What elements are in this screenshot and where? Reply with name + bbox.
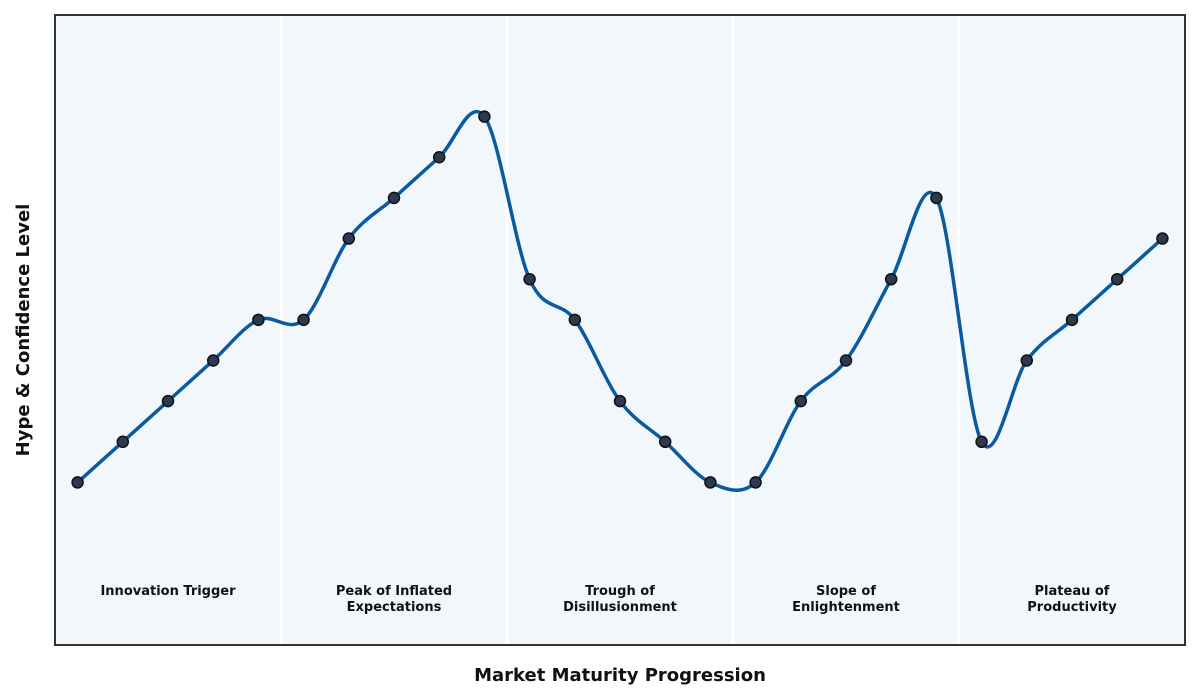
data-point xyxy=(161,394,175,408)
plot-background xyxy=(55,15,1185,645)
data-point xyxy=(1065,313,1079,327)
data-point xyxy=(1110,272,1124,286)
phase-label: Slope of Enlightenment xyxy=(792,584,900,615)
data-point xyxy=(523,272,536,286)
data-point xyxy=(206,354,220,367)
data-point xyxy=(884,272,898,286)
data-point xyxy=(568,313,582,327)
data-point xyxy=(975,435,988,449)
data-point xyxy=(71,476,84,489)
data-point xyxy=(839,354,853,367)
data-points xyxy=(71,110,1169,489)
data-point xyxy=(794,394,808,408)
data-point xyxy=(478,110,491,123)
data-point xyxy=(749,476,762,489)
data-point xyxy=(387,191,401,205)
data-point xyxy=(1156,232,1169,245)
phase-label: Innovation Trigger xyxy=(100,584,236,599)
plot-frame xyxy=(54,14,1186,646)
phase-label: Peak of Inflated Expectations xyxy=(336,584,452,615)
data-point xyxy=(1020,354,1034,367)
x-axis-label: Market Maturity Progression xyxy=(474,665,766,686)
phase-label: Trough of Disillusionment xyxy=(563,584,677,615)
data-point xyxy=(252,313,265,327)
phase-labels: Innovation Trigger Peak of Inflated Expect… xyxy=(100,584,1117,615)
y-axis-label: Hype & Confidence Level xyxy=(13,204,34,457)
data-point xyxy=(342,232,356,245)
phase-label: Plateau of Productivity xyxy=(1027,584,1117,615)
data-point xyxy=(930,191,943,205)
data-point xyxy=(297,313,310,327)
data-point xyxy=(613,394,627,408)
data-point xyxy=(432,151,446,164)
data-point xyxy=(704,476,717,489)
data-point xyxy=(116,435,130,449)
data-point xyxy=(658,435,672,449)
